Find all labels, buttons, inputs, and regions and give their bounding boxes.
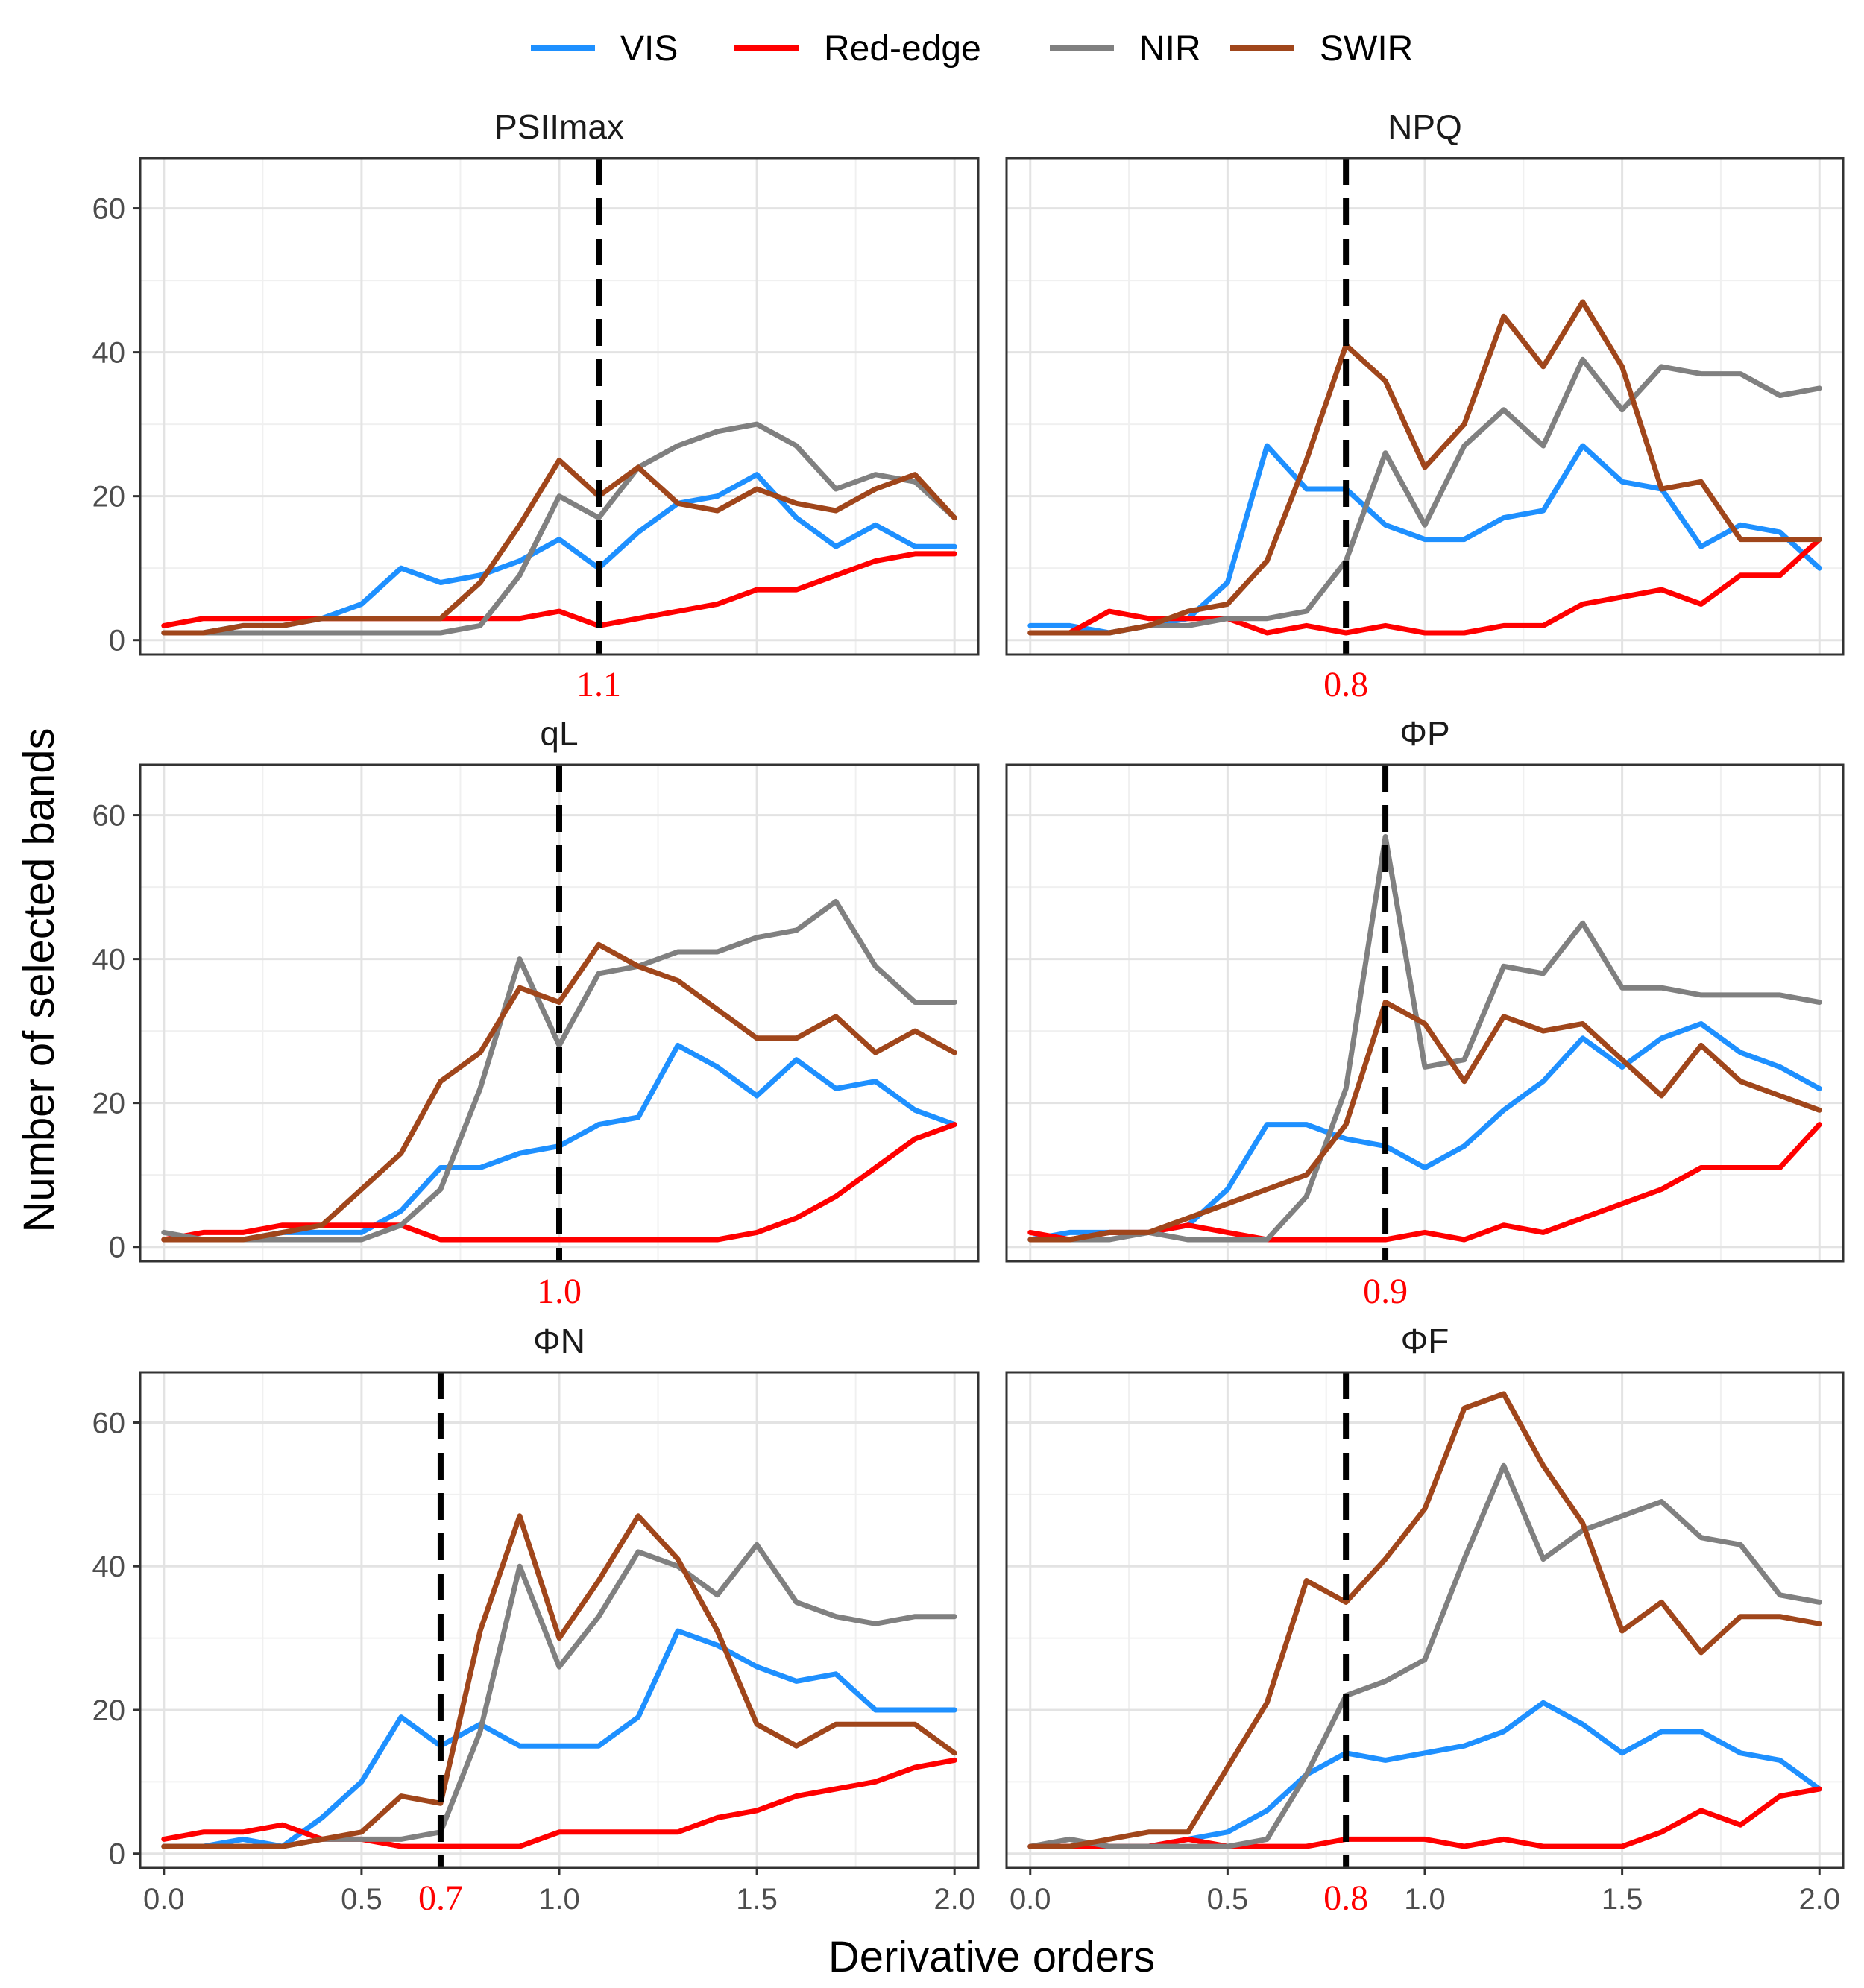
legend-label-nir: NIR bbox=[1139, 29, 1201, 69]
x-tick-label: 0.5 bbox=[341, 1883, 382, 1916]
panel-3-title: qL bbox=[540, 714, 578, 753]
panel-1: PSIImax 0 20 40 60 1.1 bbox=[92, 107, 980, 704]
y-tick-label: 40 bbox=[92, 944, 126, 976]
panel-4-grid bbox=[1007, 765, 1843, 1261]
panel-4-series-nir bbox=[1027, 834, 1822, 1243]
legend-label-red-edge: Red-edge bbox=[824, 29, 981, 69]
x-tick-label: 1.5 bbox=[1602, 1883, 1643, 1916]
panel-5-series-swir bbox=[161, 1513, 957, 1849]
panel-3-border bbox=[139, 763, 980, 1263]
x-tick-label: 2.0 bbox=[933, 1883, 975, 1916]
y-tick-label: 60 bbox=[92, 800, 126, 833]
panel-6: ΦF 0.0 0.5 1.0 1.5 2.0 0.8 bbox=[1005, 1322, 1845, 1918]
panel-6-series-swir bbox=[1027, 1391, 1822, 1849]
panel-6-title: ΦF bbox=[1401, 1322, 1449, 1360]
panel-4-border bbox=[1005, 763, 1845, 1263]
x-tick-label: 0.0 bbox=[1010, 1883, 1051, 1916]
panel-3: qL 0 20 40 60 1.0 bbox=[92, 714, 980, 1311]
y-tick-label: 0 bbox=[109, 1231, 125, 1264]
y-tick-label: 20 bbox=[92, 481, 126, 514]
x-tick-label: 0.5 bbox=[1207, 1883, 1249, 1916]
legend-label-vis: VIS bbox=[620, 29, 678, 69]
x-tick-label: 0.0 bbox=[143, 1883, 185, 1916]
panel-2-marker-label: 0.8 bbox=[1323, 665, 1368, 704]
panel-3-series-swir bbox=[161, 941, 957, 1243]
panels: PSIImax 0 20 40 60 1.1 NPQ 0.8 qL 0 20 40 60 1.0 ΦP 0.9… bbox=[92, 107, 1845, 1918]
panel-3-marker-label: 1.0 bbox=[537, 1272, 582, 1311]
panel-1-series-nir bbox=[161, 421, 957, 636]
y-tick-label: 60 bbox=[92, 1407, 126, 1439]
panel-5-grid bbox=[140, 1372, 978, 1868]
y-tick-label: 20 bbox=[92, 1088, 126, 1120]
y-tick-label: 0 bbox=[109, 625, 125, 657]
x-tick-label: 1.5 bbox=[736, 1883, 778, 1916]
panel-6-grid bbox=[1007, 1372, 1843, 1868]
panel-5-marker-label: 0.7 bbox=[418, 1878, 463, 1918]
panel-3-series-nir bbox=[161, 898, 957, 1243]
y-tick-label: 0 bbox=[109, 1838, 125, 1871]
panel-5-series-vis bbox=[161, 1628, 957, 1849]
x-tick-label: 1.0 bbox=[1404, 1883, 1446, 1916]
y-tick-label: 20 bbox=[92, 1694, 126, 1727]
panel-5-title: ΦN bbox=[533, 1322, 585, 1360]
x-axis-label: Derivative orders bbox=[828, 1933, 1155, 1981]
panel-2-title: NPQ bbox=[1388, 107, 1462, 146]
panel-1-series-red-edge bbox=[161, 551, 957, 628]
panel-1-marker-label: 1.1 bbox=[576, 665, 621, 704]
legend-label-swir: SWIR bbox=[1320, 29, 1413, 69]
panel-5-series-red-edge bbox=[161, 1757, 957, 1849]
y-tick-label: 40 bbox=[92, 1550, 126, 1583]
panel-6-marker-label: 0.8 bbox=[1323, 1878, 1368, 1918]
panel-2-series-swir bbox=[1027, 299, 1822, 636]
panel-6-series-nir bbox=[1027, 1462, 1822, 1849]
legend: VIS Red-edge NIR SWIR bbox=[531, 29, 1413, 69]
y-tick-label: 60 bbox=[92, 193, 126, 226]
panel-5: ΦN 0 20 40 60 0.0 0.5 1.0 1.5 2.0 0.7 bbox=[92, 1322, 980, 1918]
panel-3-series-red-edge bbox=[161, 1122, 957, 1243]
panel-1-title: PSIImax bbox=[494, 107, 624, 146]
y-tick-label: 40 bbox=[92, 337, 126, 370]
panel-2: NPQ 0.8 bbox=[1005, 107, 1845, 704]
y-axis-label: Number of selected bands bbox=[15, 728, 63, 1232]
panel-2-border bbox=[1005, 157, 1845, 656]
panel-1-border bbox=[139, 157, 980, 656]
panel-4-title: ΦP bbox=[1399, 714, 1449, 753]
panel-1-grid bbox=[140, 158, 978, 654]
panel-4: ΦP 0.9 bbox=[1005, 714, 1845, 1311]
panel-2-series-nir bbox=[1027, 356, 1822, 636]
x-tick-label: 1.0 bbox=[538, 1883, 580, 1916]
x-tick-label: 2.0 bbox=[1798, 1883, 1840, 1916]
panel-1-series-swir bbox=[161, 457, 957, 636]
panel-4-marker-label: 0.9 bbox=[1363, 1272, 1408, 1311]
panel-4-series-swir bbox=[1027, 1000, 1822, 1243]
